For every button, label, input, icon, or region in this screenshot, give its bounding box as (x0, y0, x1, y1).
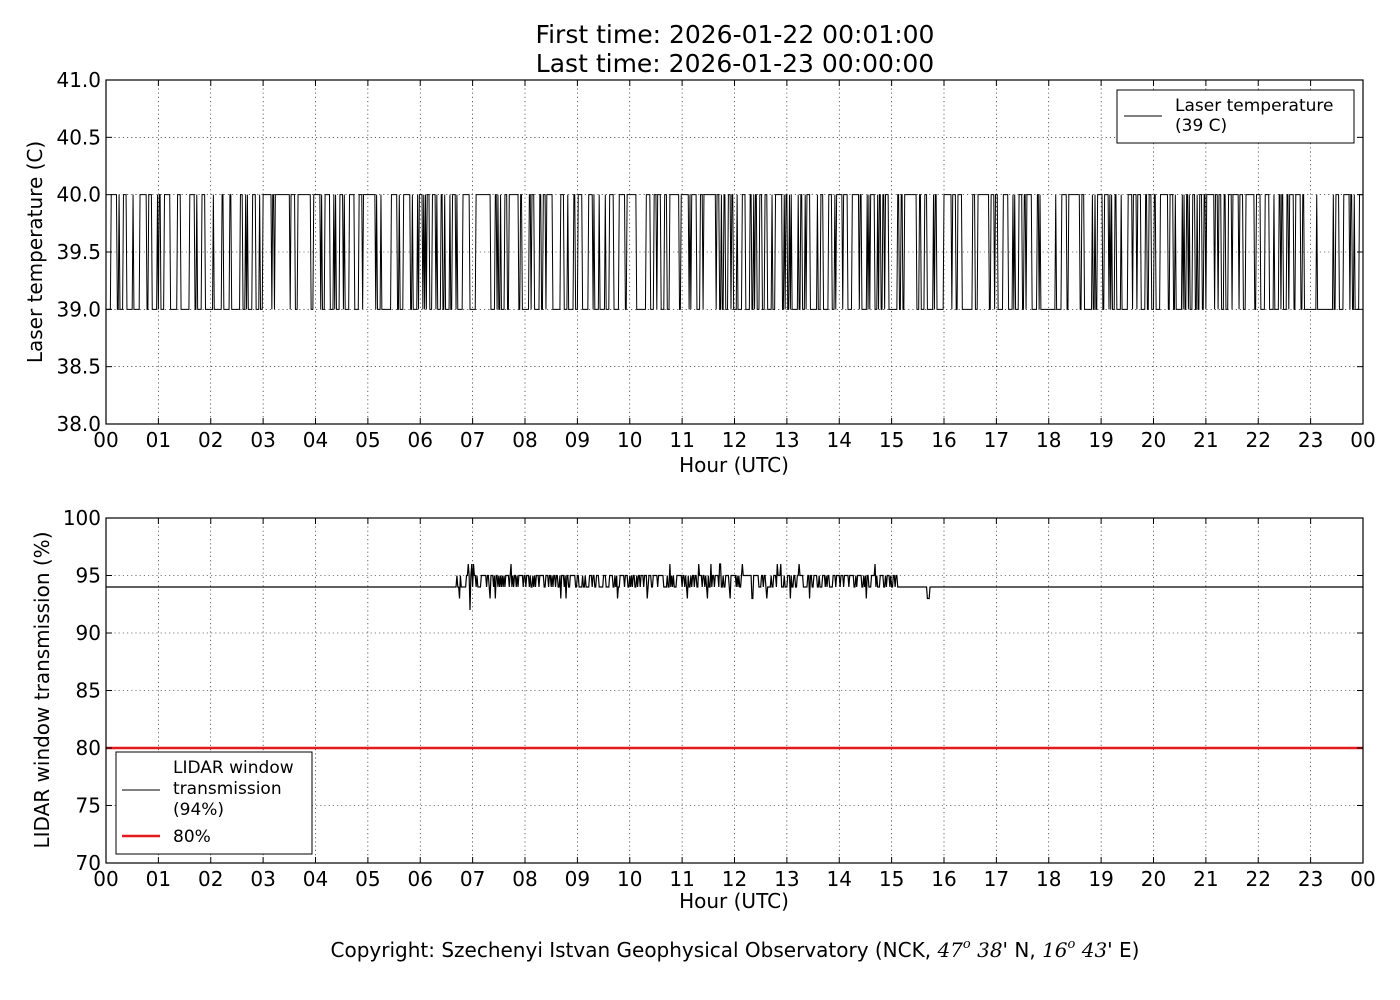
y-tick-label: 95 (76, 564, 101, 588)
x-tick-label: 10 (617, 867, 642, 891)
legend-label-window-transmission: LIDAR window transmission (94%) (173, 758, 299, 820)
y-tick-label: 39.0 (56, 297, 101, 321)
window-transmission-y-label: LIDAR window transmission (%) (30, 532, 54, 849)
laser-temperature-x-ticks: 00 01 02 03 04 05 06 07 08 09 10 11 12 13 14 15 16 17 18 19… (93, 80, 1376, 452)
x-tick-label: 21 (1193, 428, 1218, 452)
y-tick-label: 41.0 (56, 68, 101, 92)
x-tick-label: 17 (984, 428, 1009, 452)
x-tick-label: 15 (879, 867, 904, 891)
x-tick-label: 04 (303, 867, 328, 891)
x-tick-label: 21 (1193, 867, 1218, 891)
x-tick-label: 19 (1088, 867, 1113, 891)
laser-temperature-y-label: Laser temperature (C) (23, 141, 47, 363)
y-tick-label: 80 (76, 736, 101, 760)
x-tick-label: 06 (408, 867, 433, 891)
x-tick-label: 12 (722, 428, 747, 452)
chart-title-line-2: Last time: 2026-01-23 00:00:00 (536, 49, 934, 78)
window-transmission-y-ticks: 70 75 80 85 90 95 100 (63, 506, 1363, 875)
x-tick-label: 09 (565, 428, 590, 452)
x-tick-label: 02 (198, 428, 223, 452)
x-tick-label: 15 (879, 428, 904, 452)
window-transmission-legend: LIDAR window transmission (94%) 80% (115, 751, 313, 855)
x-tick-label: 01 (146, 867, 171, 891)
x-tick-label: 04 (303, 428, 328, 452)
x-tick-label: 00 (93, 867, 118, 891)
x-tick-label: 03 (250, 867, 275, 891)
x-tick-label: 09 (565, 867, 590, 891)
laser-temperature-line (106, 194, 1363, 310)
x-tick-label: 16 (931, 867, 956, 891)
chart-title-line-1: First time: 2026-01-22 00:01:00 (536, 20, 935, 49)
y-tick-label: 70 (76, 851, 101, 875)
x-tick-label: 00 (93, 428, 118, 452)
window-transmission-panel: 70 75 80 85 90 95 100 00 01 02 03 04 05 06 07 08 09 10 11… (30, 506, 1376, 913)
legend-label-laser-temperature: Laser temperature (39 C) (1175, 96, 1339, 136)
x-tick-label: 20 (1141, 428, 1166, 452)
x-tick-label: 18 (1036, 428, 1061, 452)
laser-temperature-grid (106, 80, 1363, 424)
x-tick-label: 05 (355, 428, 380, 452)
x-tick-label: 13 (774, 428, 799, 452)
x-tick-label: 12 (722, 867, 747, 891)
x-tick-label: 11 (669, 428, 694, 452)
x-tick-label: 00 (1350, 867, 1375, 891)
x-tick-label: 17 (984, 867, 1009, 891)
x-tick-label: 01 (146, 428, 171, 452)
x-tick-label: 08 (512, 867, 537, 891)
window-transmission-line (106, 563, 1363, 611)
x-tick-label: 02 (198, 867, 223, 891)
x-tick-label: 14 (827, 867, 852, 891)
x-tick-label: 22 (1246, 428, 1271, 452)
laser-temperature-panel: 38.038.539.039.540.040.541.0 00 01 02 03 04 0… (23, 68, 1376, 477)
x-tick-label: 23 (1298, 428, 1323, 452)
x-tick-label: 13 (774, 867, 799, 891)
laser-temperature-y-ticks: 38.0 38.5 39.0 39.5 40.0 40.5 41.0 (56, 68, 1363, 436)
window-transmission-grid (106, 518, 1363, 863)
window-transmission-x-ticks: 00 01 02 03 04 05 06 07 08 09 10 11 12 13 14 15 16 17 18 19… (93, 518, 1376, 891)
y-tick-label: 38.0 (56, 412, 101, 436)
x-tick-label: 00 (1350, 428, 1375, 452)
x-tick-label: 11 (669, 867, 694, 891)
x-tick-label: 20 (1141, 867, 1166, 891)
y-tick-label: 100 (63, 506, 101, 530)
x-tick-label: 23 (1298, 867, 1323, 891)
y-tick-label: 85 (76, 679, 101, 703)
x-tick-label: 10 (617, 428, 642, 452)
x-tick-label: 22 (1246, 867, 1271, 891)
laser-temperature-x-label: Hour (UTC) (679, 453, 789, 477)
y-tick-label: 90 (76, 621, 101, 645)
x-tick-label: 06 (408, 428, 433, 452)
x-tick-label: 07 (460, 867, 485, 891)
x-tick-label: 16 (931, 428, 956, 452)
y-tick-label: 40.0 (56, 183, 101, 207)
y-tick-label: 38.5 (56, 355, 101, 379)
x-tick-label: 07 (460, 428, 485, 452)
x-tick-label: 08 (512, 428, 537, 452)
x-tick-label: 18 (1036, 867, 1061, 891)
y-tick-label: 75 (76, 794, 101, 818)
legend-label-threshold-80: 80% (173, 827, 211, 847)
x-tick-label: 05 (355, 867, 380, 891)
laser-temperature-legend: Laser temperature (39 C) (1116, 89, 1355, 144)
x-tick-label: 19 (1088, 428, 1113, 452)
window-transmission-x-label: Hour (UTC) (679, 889, 789, 913)
copyright-footer: Copyright: Szechenyi Istvan Geophysical … (331, 937, 1140, 962)
x-tick-label: 03 (250, 428, 275, 452)
x-tick-label: 14 (827, 428, 852, 452)
y-tick-label: 39.5 (56, 240, 101, 264)
y-tick-label: 40.5 (56, 125, 101, 149)
